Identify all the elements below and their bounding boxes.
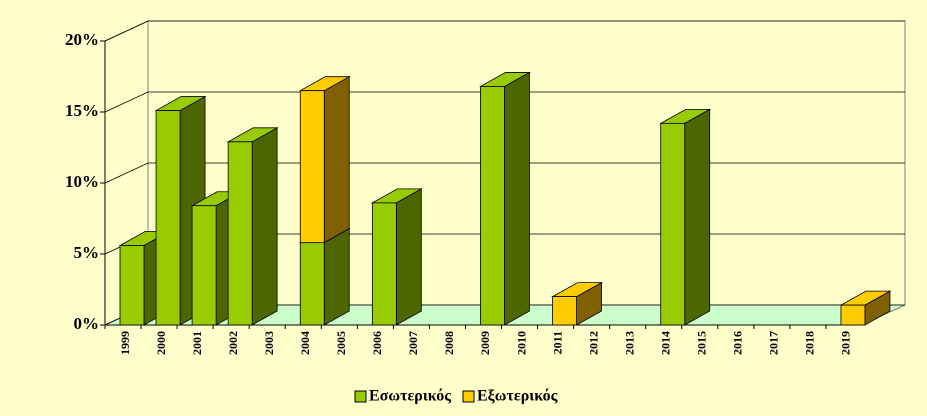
x-tick-label: 1999: [118, 331, 132, 355]
x-tick-label: 2004: [298, 331, 312, 355]
x-tick-label: 2009: [478, 331, 492, 355]
x-tick-label: 2012: [586, 331, 600, 355]
bar: [227, 141, 253, 326]
x-tick-label: 2010: [514, 331, 528, 355]
legend-swatch: [462, 390, 475, 403]
legend-label: Εσωτερικός: [369, 388, 451, 405]
bar: [840, 304, 866, 326]
bar: [660, 122, 686, 326]
bar: [191, 205, 217, 326]
bar-side: [323, 227, 350, 326]
bar: [155, 110, 181, 326]
bar: [371, 202, 397, 326]
bar-side: [395, 188, 422, 326]
grid-line: [104, 20, 905, 42]
x-tick-label: 2013: [622, 331, 636, 355]
bar: [552, 296, 577, 326]
x-tick-label: 2003: [262, 331, 276, 355]
y-tick-label: 15%: [65, 101, 99, 120]
bar-side: [504, 71, 530, 326]
x-tick-label: 2014: [658, 331, 672, 355]
x-tick-label: 2015: [695, 331, 709, 355]
y-tick-label: 10%: [65, 172, 99, 191]
x-tick-label: 2018: [803, 331, 817, 355]
bar-side: [323, 76, 350, 244]
bar-side: [251, 127, 278, 326]
legend-swatch: [354, 390, 367, 403]
x-tick-label: 2002: [226, 331, 240, 355]
grid-line: [104, 162, 905, 184]
legend-label: Εξωτερικός: [477, 388, 558, 405]
bar-side: [684, 108, 711, 326]
x-tick-label: 2017: [767, 331, 781, 355]
x-tick-label: 2001: [190, 331, 204, 355]
x-tick-label: 2007: [406, 331, 420, 355]
x-tick-label: 2019: [839, 331, 853, 355]
x-tick-label: 2005: [334, 331, 348, 355]
y-tick-label: 0%: [74, 314, 100, 333]
y-tick-label: 5%: [74, 243, 100, 262]
x-tick-label: 2008: [442, 331, 456, 355]
x-tick-label: 2016: [731, 331, 745, 355]
x-tick-label: 2000: [154, 331, 168, 355]
bar: [299, 242, 325, 326]
bar: [299, 90, 325, 244]
x-tick-label: 2006: [370, 331, 384, 355]
bar: [480, 86, 505, 326]
bar: [119, 245, 145, 326]
x-tick-label: 2011: [550, 331, 564, 354]
y-tick-label: 20%: [65, 30, 99, 49]
grid-line: [104, 91, 905, 113]
